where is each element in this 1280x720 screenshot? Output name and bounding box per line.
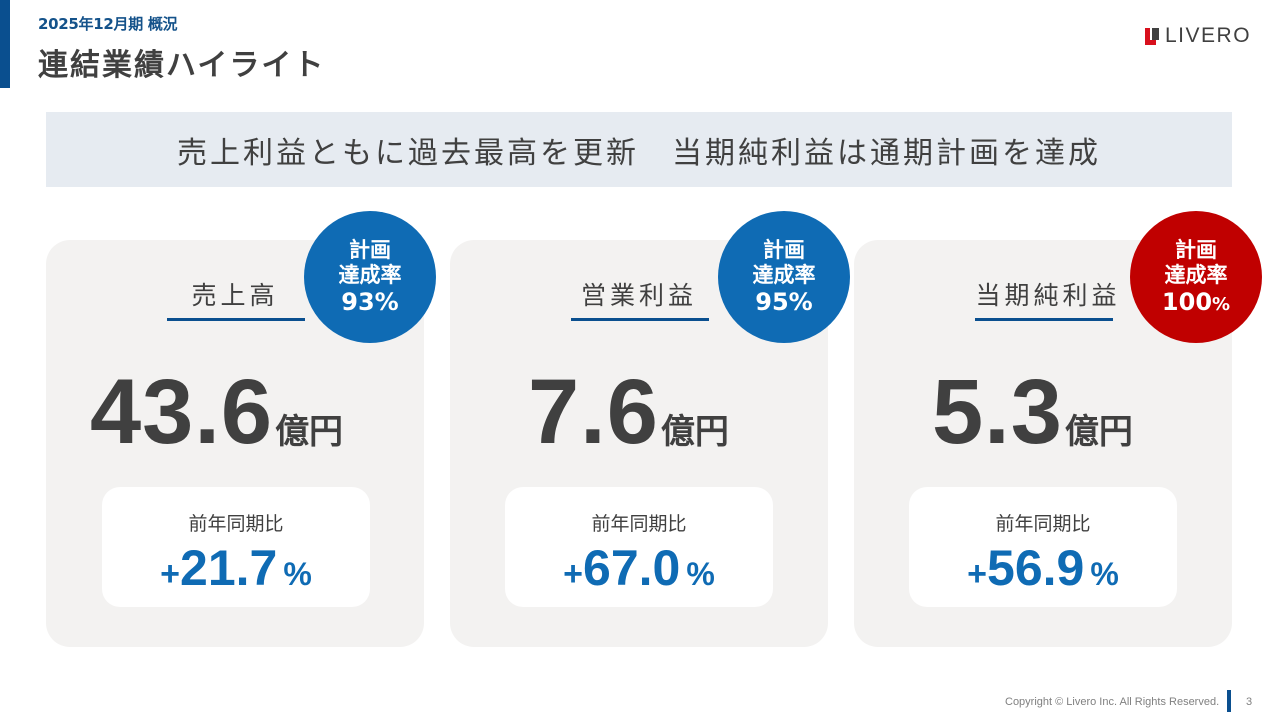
yoy-label: 前年同期比 (995, 513, 1091, 535)
yoy-number: 21.7 (180, 540, 278, 596)
page-number: 3 (1246, 696, 1253, 708)
value-unit: 億円 (1064, 412, 1133, 452)
badge-rate-value: 93 (341, 287, 375, 316)
footer-divider (1227, 690, 1231, 712)
plan-achievement-badge-sales: 計画 達成率 93% (304, 211, 436, 343)
value-sales: 43.6億円 (90, 360, 343, 465)
badge-line1: 計画 (1175, 238, 1217, 263)
value-number: 5.3 (932, 361, 1063, 463)
page-subtitle: 2025年12月期 概況 (38, 15, 178, 33)
value-unit: 億円 (275, 412, 344, 452)
yoy-sign: + (967, 555, 988, 593)
yoy-pct: % (686, 556, 715, 592)
badge-line2: 達成率 (752, 262, 816, 287)
card-underline (571, 318, 709, 321)
value-unit: 億円 (660, 412, 729, 452)
value-net-income: 5.3億円 (932, 360, 1133, 465)
badge-rate: 93% (341, 288, 398, 316)
yoy-sign: + (563, 555, 584, 593)
badge-rate-pct: % (1212, 293, 1231, 315)
yoy-number: 56.9 (987, 540, 1085, 596)
yoy-sign: + (160, 555, 181, 593)
card-label-operating-profit: 営業利益 (580, 281, 697, 310)
logo-text: LIVERO (1165, 24, 1252, 47)
yoy-label: 前年同期比 (188, 513, 284, 535)
card-underline (167, 318, 305, 321)
company-logo: LIVERO (1145, 24, 1251, 48)
card-underline (975, 318, 1113, 321)
logo-mark-icon (1145, 27, 1159, 45)
badge-line2: 達成率 (338, 262, 402, 287)
yoy-pct: % (283, 556, 312, 592)
headline-banner: 売上利益ともに過去最高を更新 当期純利益は通期計画を達成 (46, 112, 1232, 187)
yoy-value: +67.0% (505, 539, 773, 597)
badge-rate: 95% (755, 288, 812, 316)
yoy-number: 67.0 (583, 540, 681, 596)
card-label-net-income: 当期純利益 (975, 281, 1121, 310)
badge-rate-pct: % (788, 287, 813, 316)
plan-achievement-badge-net-income: 計画 達成率 100% (1130, 211, 1262, 343)
badge-rate-value: 100 (1161, 287, 1213, 316)
plan-achievement-badge-operating-profit: 計画 達成率 95% (718, 211, 850, 343)
yoy-box-sales: 前年同期比 +21.7% (102, 487, 370, 607)
badge-rate: 100% (1162, 288, 1230, 316)
badge-line1: 計画 (763, 238, 805, 263)
yoy-box-net-income: 前年同期比 +56.9% (909, 487, 1177, 607)
badge-rate-value: 95 (755, 287, 789, 316)
page-title: 連結業績ハイライト (38, 48, 326, 83)
copyright-text: Copyright © Livero Inc. All Rights Reser… (1005, 696, 1220, 708)
value-number: 43.6 (90, 361, 274, 463)
yoy-label: 前年同期比 (591, 513, 687, 535)
yoy-value: +56.9% (909, 539, 1177, 597)
badge-rate-pct: % (374, 287, 399, 316)
title-accent-bar (0, 0, 10, 88)
badge-line1: 計画 (349, 238, 391, 263)
value-operating-profit: 7.6億円 (528, 360, 729, 465)
card-label-sales: 売上高 (191, 281, 279, 310)
yoy-pct: % (1090, 556, 1119, 592)
badge-line2: 達成率 (1164, 262, 1228, 287)
yoy-box-operating-profit: 前年同期比 +67.0% (505, 487, 773, 607)
yoy-value: +21.7% (102, 539, 370, 597)
value-number: 7.6 (528, 361, 659, 463)
